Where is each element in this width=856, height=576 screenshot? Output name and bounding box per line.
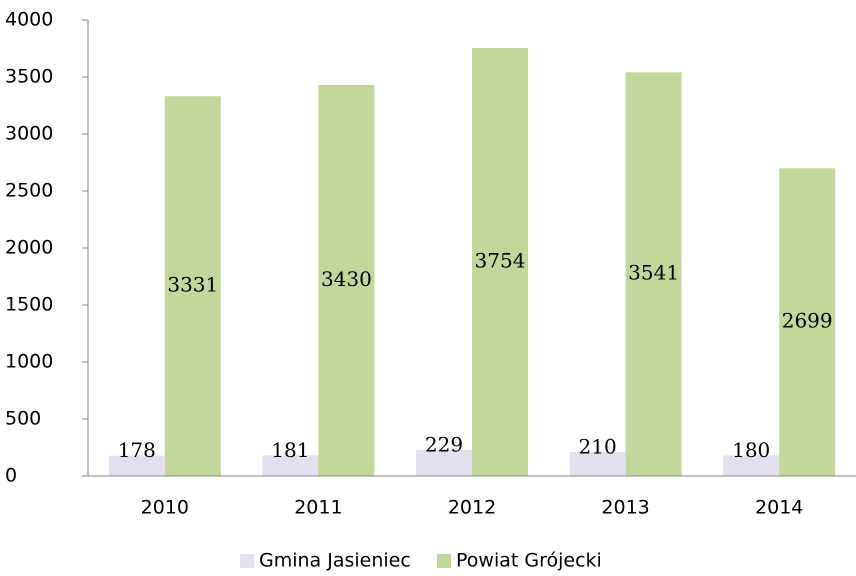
bar <box>416 449 472 476</box>
data-label: 180 <box>732 438 770 462</box>
data-label: 229 <box>425 432 463 456</box>
y-tick-label: 2500 <box>5 180 53 202</box>
bar <box>164 96 221 477</box>
y-tick-label: 3000 <box>5 123 53 145</box>
legend-swatch <box>240 554 254 568</box>
bar <box>723 455 780 476</box>
y-tick-label: 4000 <box>5 9 53 31</box>
y-tick-label: 3500 <box>5 66 53 88</box>
bar <box>625 72 682 477</box>
data-label: 178 <box>118 438 156 462</box>
data-label: 3541 <box>628 261 679 285</box>
bar <box>262 455 319 476</box>
data-label: 2699 <box>782 309 833 333</box>
bar <box>318 84 375 476</box>
y-tick-label: 500 <box>5 408 41 430</box>
data-label: 3331 <box>167 273 218 297</box>
x-tick-label: 2010 <box>141 497 189 519</box>
y-tick-label: 2000 <box>5 237 53 259</box>
data-label: 3430 <box>321 267 372 291</box>
y-tick-label: 1000 <box>5 351 53 373</box>
x-tick-label: 2014 <box>755 497 803 519</box>
x-tick-label: 2012 <box>448 497 496 519</box>
bar <box>108 455 165 476</box>
legend-label: Gmina Jasieniec <box>259 550 411 572</box>
bar <box>569 452 626 476</box>
x-tick-label: 2013 <box>601 497 649 519</box>
y-tick-label: 0 <box>5 465 17 487</box>
y-tick-label: 1500 <box>5 294 53 316</box>
data-label: 210 <box>579 435 617 459</box>
x-tick-label: 2011 <box>294 497 342 519</box>
data-label: 3754 <box>475 249 526 273</box>
legend-swatch <box>437 554 451 568</box>
data-label: 181 <box>271 438 309 462</box>
bar <box>472 48 528 476</box>
bar <box>779 168 836 476</box>
legend-label: Powiat Grójecki <box>456 550 602 572</box>
